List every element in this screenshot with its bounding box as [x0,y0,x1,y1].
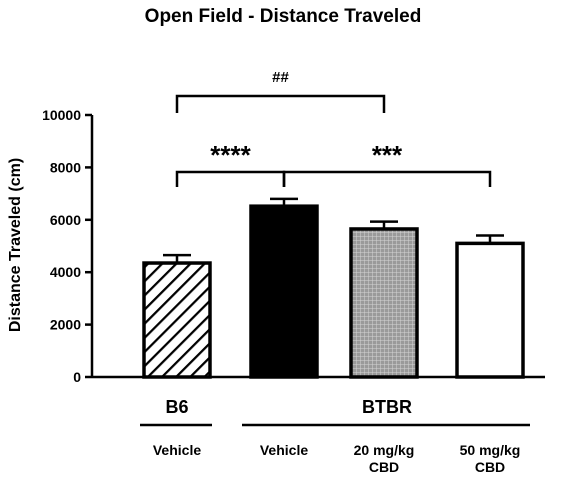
significance-bracket [175,170,286,187]
chart-title: Open Field - Distance Traveled [145,6,422,27]
y-tick-label: 4000 [50,264,81,280]
bar [249,204,319,379]
significance-label: **** [210,140,251,170]
significance-label: ## [272,69,289,86]
significance-label: *** [372,140,403,170]
x-category-label: 50 mg/kg [460,442,521,458]
bar [142,261,212,379]
group-label-btbr: BTBR [362,397,412,417]
y-tick-label: 0 [73,369,81,385]
bar [455,241,525,379]
y-axis-label: Distance Traveled (cm) [7,158,24,332]
group-label-b6: B6 [165,397,188,417]
x-category-label: CBD [475,459,505,475]
y-tick-label: 2000 [50,317,81,333]
y-tick-label: 8000 [50,159,81,175]
y-tick-label: 6000 [50,212,81,228]
x-category-label: Vehicle [260,442,308,458]
x-category-label: CBD [369,459,399,475]
x-category-label: Vehicle [153,442,201,458]
significance-bracket [175,94,386,113]
x-category-label: 20 mg/kg [354,442,415,458]
significance-bracket [282,170,492,187]
y-tick-label: 10000 [42,107,81,123]
bar [349,227,419,379]
